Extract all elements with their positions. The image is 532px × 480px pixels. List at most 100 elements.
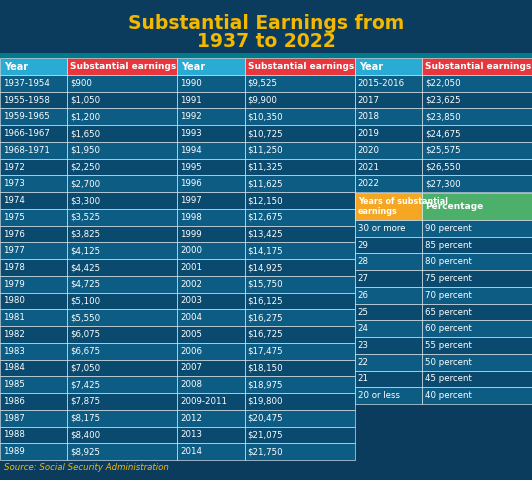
Text: 1991: 1991 bbox=[180, 96, 202, 105]
Text: 23: 23 bbox=[358, 341, 369, 350]
Bar bbox=[177, 427, 245, 443]
Text: 70 percent: 70 percent bbox=[425, 291, 472, 300]
Bar bbox=[422, 387, 532, 404]
Text: $23,625: $23,625 bbox=[425, 96, 461, 105]
Text: 30 or more: 30 or more bbox=[358, 224, 405, 233]
Bar bbox=[355, 387, 422, 404]
Bar bbox=[245, 360, 355, 376]
Bar bbox=[245, 376, 355, 393]
Bar bbox=[68, 410, 177, 427]
Text: Substantial earnings: Substantial earnings bbox=[248, 62, 354, 71]
Text: $2,250: $2,250 bbox=[70, 163, 101, 171]
Text: 1937-1954: 1937-1954 bbox=[3, 79, 50, 88]
Text: Source: Social Security Administration: Source: Social Security Administration bbox=[4, 463, 169, 472]
Bar bbox=[0, 410, 68, 427]
Text: 2001: 2001 bbox=[180, 263, 202, 272]
Bar bbox=[0, 108, 68, 125]
Bar bbox=[0, 159, 68, 175]
Text: 2019: 2019 bbox=[358, 129, 379, 138]
Text: 1937 to 2022: 1937 to 2022 bbox=[197, 32, 335, 51]
Bar bbox=[0, 293, 68, 309]
Bar bbox=[177, 58, 245, 75]
Text: 1985: 1985 bbox=[3, 380, 25, 389]
Bar bbox=[355, 237, 422, 253]
Text: 1973: 1973 bbox=[3, 180, 25, 188]
Text: 65 percent: 65 percent bbox=[425, 308, 472, 316]
Text: $7,425: $7,425 bbox=[70, 380, 101, 389]
Text: 1982: 1982 bbox=[3, 330, 25, 339]
Bar bbox=[355, 270, 422, 287]
Text: 1998: 1998 bbox=[180, 213, 202, 222]
Text: 2012: 2012 bbox=[180, 414, 202, 423]
Text: $13,425: $13,425 bbox=[248, 229, 284, 239]
Bar bbox=[245, 242, 355, 259]
Text: $1,650: $1,650 bbox=[70, 129, 101, 138]
Text: 1977: 1977 bbox=[3, 246, 25, 255]
Text: 2007: 2007 bbox=[180, 363, 202, 372]
Bar bbox=[68, 242, 177, 259]
Text: 1994: 1994 bbox=[180, 146, 202, 155]
Bar bbox=[245, 175, 355, 192]
Text: $3,525: $3,525 bbox=[70, 213, 101, 222]
Text: 2018: 2018 bbox=[358, 112, 380, 121]
Bar bbox=[68, 226, 177, 242]
Bar bbox=[422, 142, 532, 159]
Bar bbox=[0, 58, 68, 75]
Text: $6,675: $6,675 bbox=[70, 347, 101, 356]
Text: 26: 26 bbox=[358, 291, 369, 300]
Bar bbox=[245, 309, 355, 326]
Bar bbox=[422, 304, 532, 320]
Text: $8,175: $8,175 bbox=[70, 414, 101, 423]
Text: $9,525: $9,525 bbox=[248, 79, 278, 88]
Bar bbox=[355, 175, 422, 192]
Bar bbox=[177, 443, 245, 460]
Text: $12,675: $12,675 bbox=[248, 213, 284, 222]
Text: $6,075: $6,075 bbox=[70, 330, 101, 339]
Text: 2006: 2006 bbox=[180, 347, 202, 356]
Bar bbox=[355, 220, 422, 237]
Text: Year: Year bbox=[359, 61, 383, 72]
Text: 1996: 1996 bbox=[180, 180, 202, 188]
Text: $24,675: $24,675 bbox=[425, 129, 461, 138]
Text: 27: 27 bbox=[358, 274, 369, 283]
Text: $8,925: $8,925 bbox=[70, 447, 101, 456]
Text: 2022: 2022 bbox=[358, 180, 380, 188]
Text: $4,125: $4,125 bbox=[70, 246, 101, 255]
Text: 1989: 1989 bbox=[3, 447, 25, 456]
Text: 1974: 1974 bbox=[3, 196, 25, 205]
Bar bbox=[355, 58, 422, 75]
Bar bbox=[68, 175, 177, 192]
Text: 29: 29 bbox=[358, 240, 369, 250]
Text: $11,625: $11,625 bbox=[248, 180, 284, 188]
Bar bbox=[245, 108, 355, 125]
Text: $3,300: $3,300 bbox=[70, 196, 101, 205]
Text: Percentage: Percentage bbox=[425, 202, 483, 211]
Text: $14,175: $14,175 bbox=[248, 246, 284, 255]
Bar bbox=[245, 192, 355, 209]
Text: $26,550: $26,550 bbox=[425, 163, 461, 171]
Bar bbox=[355, 125, 422, 142]
Text: 90 percent: 90 percent bbox=[425, 224, 472, 233]
Bar bbox=[245, 443, 355, 460]
Bar bbox=[177, 242, 245, 259]
Text: 22: 22 bbox=[358, 358, 369, 367]
Text: 1966-1967: 1966-1967 bbox=[3, 129, 50, 138]
Text: 1972: 1972 bbox=[3, 163, 25, 171]
Text: 1993: 1993 bbox=[180, 129, 202, 138]
Bar bbox=[68, 443, 177, 460]
Bar bbox=[245, 410, 355, 427]
Bar bbox=[177, 376, 245, 393]
Bar bbox=[422, 108, 532, 125]
Text: $15,750: $15,750 bbox=[248, 280, 284, 289]
Bar bbox=[0, 360, 68, 376]
Text: 40 percent: 40 percent bbox=[425, 391, 472, 400]
Bar bbox=[422, 270, 532, 287]
Text: $14,925: $14,925 bbox=[248, 263, 283, 272]
Text: 85 percent: 85 percent bbox=[425, 240, 472, 250]
Bar bbox=[68, 309, 177, 326]
Text: $22,050: $22,050 bbox=[425, 79, 461, 88]
Bar bbox=[177, 259, 245, 276]
Text: 25: 25 bbox=[358, 308, 369, 316]
Text: 1959-1965: 1959-1965 bbox=[3, 112, 50, 121]
Bar bbox=[68, 142, 177, 159]
